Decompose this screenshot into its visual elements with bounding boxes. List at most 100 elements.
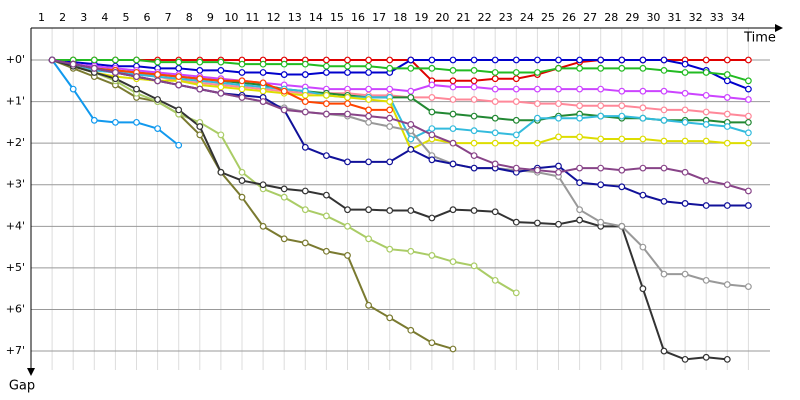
point [681,69,689,76]
point [512,139,520,147]
x-tick-label: 7 [165,11,172,24]
point [555,114,562,122]
point [365,69,373,76]
point [702,91,710,99]
y-axis-label: Gap [9,379,35,394]
point [702,276,710,284]
point [534,166,541,174]
point [555,162,562,170]
point [259,79,267,87]
point [238,177,246,184]
x-tick-label: 13 [288,11,302,24]
point [470,152,478,160]
point [491,56,499,64]
point [618,56,626,64]
point [344,56,351,64]
point [323,91,330,99]
point [470,127,478,135]
point [681,60,689,68]
point [90,116,98,124]
point [702,202,710,209]
point [745,56,752,64]
x-tick-label: 29 [625,11,639,24]
point [534,139,541,147]
point [344,206,351,214]
point [745,118,752,126]
point [449,258,457,266]
point [323,247,330,255]
point [639,285,647,293]
point [386,85,394,93]
point [280,71,288,78]
point [470,112,478,120]
point [323,152,330,160]
point [555,56,562,64]
point [660,270,668,278]
point [745,139,752,147]
point [534,85,541,93]
point [428,131,436,139]
point [386,158,394,166]
point [639,56,647,64]
point [133,118,140,126]
point [745,77,752,85]
point [660,106,668,114]
point [217,168,225,176]
y-arrow [27,368,35,376]
point [344,100,351,108]
point [555,64,562,72]
x-tick-label: 25 [541,11,555,24]
point [386,314,394,322]
point [365,112,373,120]
point [259,222,267,230]
point [175,58,183,66]
point [196,85,204,93]
point [407,121,415,128]
x-tick-label: 14 [309,11,323,24]
point [576,114,583,122]
point [280,60,288,68]
point [449,345,457,353]
point [428,56,436,64]
point [512,164,520,172]
point [597,112,605,120]
point [681,89,689,97]
point [280,185,288,193]
point [386,98,394,105]
x-tick-label: 34 [731,11,745,24]
point [111,75,119,83]
point [154,125,162,133]
point [745,202,752,209]
point [175,64,183,72]
point [428,252,436,259]
point [681,270,689,278]
point [407,94,415,101]
x-tick-label: 26 [562,11,576,24]
point [723,281,731,288]
point [175,73,183,81]
point [597,64,605,72]
point [639,104,647,112]
point [576,56,583,64]
point [449,83,457,91]
point [449,125,457,133]
x-tick-label: 9 [207,11,214,24]
point [597,218,605,226]
point [745,112,752,120]
point [217,58,225,66]
y-tick-label: +6' [6,302,25,315]
point [175,106,183,114]
point [660,347,668,355]
point [301,187,309,195]
point [660,197,668,205]
point [449,77,457,85]
point [386,106,394,114]
point [491,208,499,216]
point [301,206,309,214]
point [618,64,626,72]
x-tick-label: 5 [122,11,129,24]
point [660,87,668,95]
point [175,81,183,89]
x-tick-label: 19 [414,11,428,24]
point [449,206,457,214]
